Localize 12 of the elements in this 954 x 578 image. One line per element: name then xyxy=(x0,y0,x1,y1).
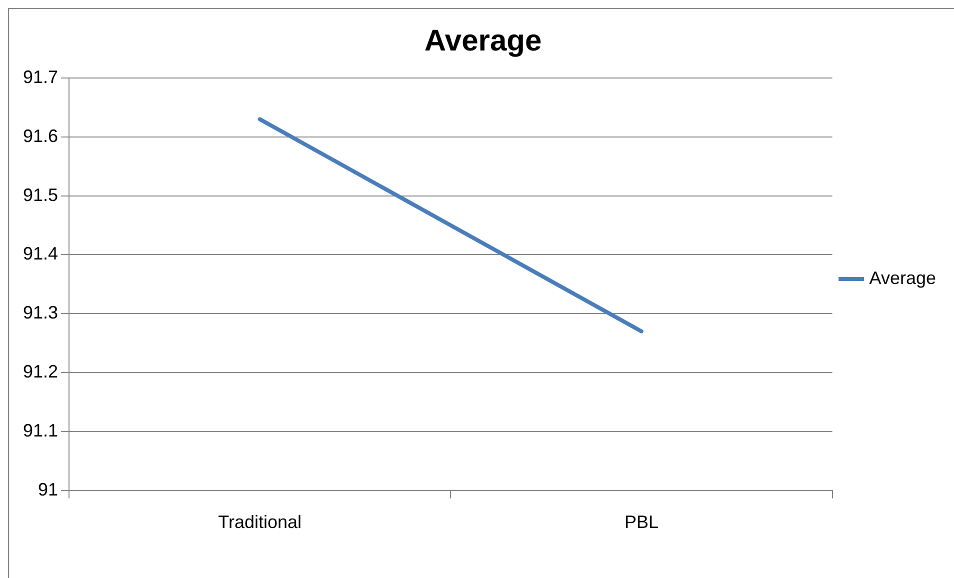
y-tick-label: 91.5 xyxy=(22,184,58,205)
y-tick-label: 91.1 xyxy=(22,420,58,440)
y-tick-label: 91.7 xyxy=(22,66,58,87)
y-tick-label: 91.3 xyxy=(22,302,58,323)
x-tick-label: Traditional xyxy=(218,512,302,532)
chart-title: Average xyxy=(424,24,542,58)
y-tick-label: 91.2 xyxy=(22,362,58,382)
legend-label: Average xyxy=(869,268,936,288)
y-tick-label: 91.4 xyxy=(22,244,58,264)
x-tick-label: PBL xyxy=(624,512,658,532)
y-tick-label: 91.6 xyxy=(22,126,58,146)
y-tick-label: 91 xyxy=(38,479,58,500)
